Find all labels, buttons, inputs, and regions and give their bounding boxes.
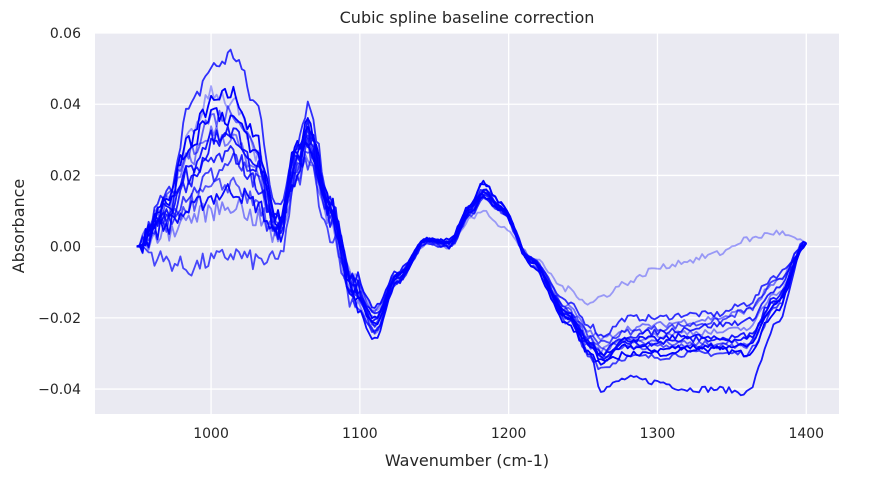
plot-background xyxy=(95,33,839,414)
x-tick-label: 1000 xyxy=(193,426,229,442)
x-tick-label: 1200 xyxy=(491,426,527,442)
spectrum-line-11 xyxy=(136,150,808,358)
spectrum-line-14 xyxy=(136,117,808,361)
y-tick-label: −0.04 xyxy=(38,382,81,398)
x-tick-label: 1400 xyxy=(788,426,824,442)
x-axis-label: Wavenumber (cm-1) xyxy=(385,451,549,470)
y-tick-label: −0.02 xyxy=(38,311,81,327)
y-tick-label: 0.00 xyxy=(50,240,81,256)
x-tick-label: 1100 xyxy=(342,426,378,442)
x-tick-label: 1300 xyxy=(640,426,676,442)
y-tick-label: 0.06 xyxy=(50,26,81,42)
y-tick-label: 0.02 xyxy=(50,168,81,184)
spectrum-line-12 xyxy=(136,107,808,366)
spectrum-line-13 xyxy=(136,153,807,354)
x-tick-labels: 1000 1100 1200 1300 1400 xyxy=(193,426,824,442)
chart-title: Cubic spline baseline correction xyxy=(340,8,595,27)
y-tick-label: 0.04 xyxy=(50,97,81,113)
spectrum-line-8 xyxy=(136,125,807,342)
y-tick-labels: −0.04 −0.02 0.00 0.02 0.04 0.06 xyxy=(38,26,81,398)
spectrum-series-group xyxy=(136,48,808,397)
y-axis-label: Absorbance xyxy=(9,179,28,274)
